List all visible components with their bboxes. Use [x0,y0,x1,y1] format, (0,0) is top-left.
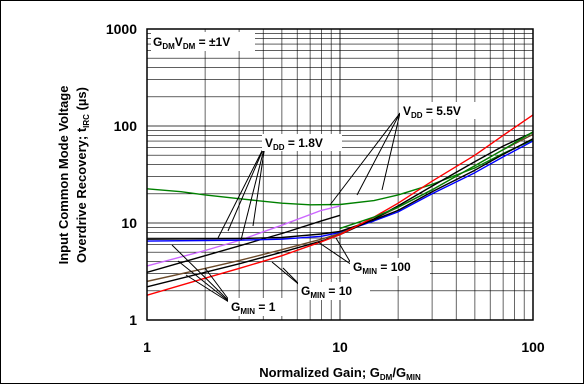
arrow-gmin1-b [177,260,233,305]
series-line-0 [147,139,533,206]
gmin-10-label-box [298,282,370,300]
series-line-8 [339,131,533,230]
condition-label: GDMVDM = ±1V [153,35,230,51]
gmin-1-label: GMIN = 1 [231,300,276,316]
y-tick-label-10: 10 [121,215,137,231]
x-tick-label-10: 10 [332,339,348,355]
arrow-vdd55-c [381,112,401,191]
arrow-vdd18-d [252,144,266,227]
gmin-1-label-box [228,298,292,316]
condition-label-box [151,32,255,51]
annotation-arrows [171,112,401,305]
arrow-gmin1-a [171,244,233,305]
arrow-vdd55-b [356,112,401,196]
y-tick-label-1: 1 [129,312,137,328]
arrow-vdd18-b [227,144,266,232]
arrow-gmin10-a [271,261,303,288]
gmin-100-label-box [350,258,430,276]
series-line-6 [147,131,533,288]
vdd-18-label: VDD = 1.8V [265,136,323,152]
x-tick-label-100: 100 [521,339,545,355]
series-group [147,114,533,296]
x-axis-label: Normalized Gain; GDM/GMIN [259,365,421,382]
grid [146,28,534,321]
y-tick-label-100: 100 [114,118,138,134]
y-axis-label-line2: Overdrive Recovery; tIRC (µs) [74,87,91,263]
arrow-gmin1-d [204,267,233,305]
plot-border [146,28,534,321]
arrow-gmin100-b [335,237,353,266]
vdd-55-label-box [400,102,480,119]
y-axis-label-line1: Input Common Mode Voltage [56,86,71,265]
gmin-10-label: GMIN = 10 [301,284,352,300]
series-line-4 [147,138,533,240]
arrow-gmin100-a [317,241,353,266]
arrow-gmin1-c [185,274,233,305]
vdd-55-label: VDD = 5.5V [403,104,461,120]
series-line-1 [147,205,341,267]
arrow-vdd55-a [329,112,401,206]
series-line-7 [147,114,533,296]
arrow-vdd18-c [240,144,266,241]
gmin-100-label: GMIN = 100 [353,260,411,276]
y-tick-label-1000: 1000 [106,21,137,37]
vdd-18-label-box [262,134,342,151]
x-tick-label-1: 1 [143,339,151,355]
arrow-vdd18-a [217,144,266,239]
